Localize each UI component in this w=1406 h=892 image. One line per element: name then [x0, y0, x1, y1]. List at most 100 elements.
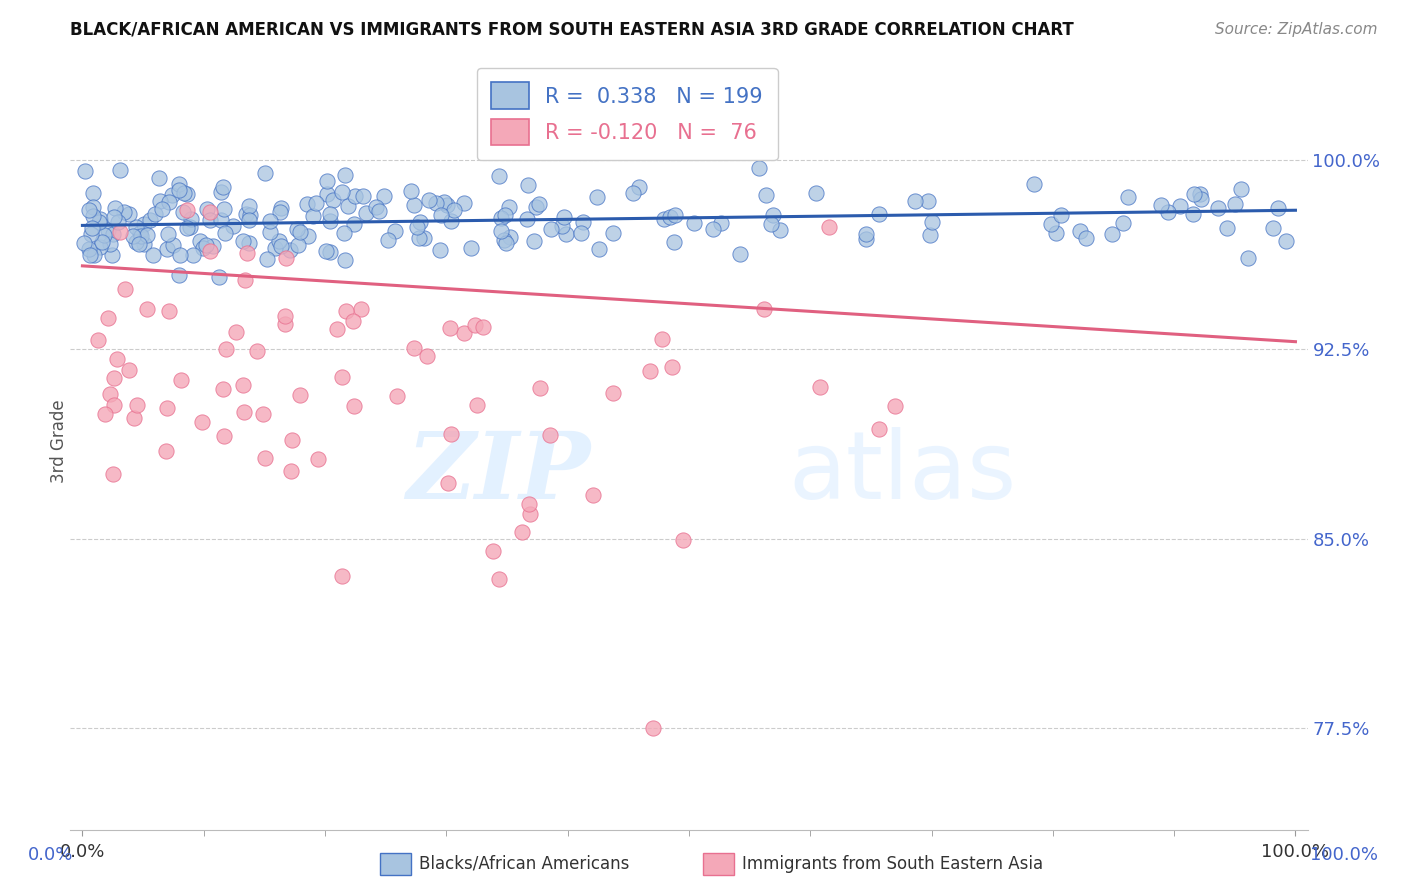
Point: [157, 304, 180, 318]
Point: [79, 242, 101, 256]
Point: [97, 223, 120, 237]
Point: [471, 319, 494, 334]
Point: [156, 401, 179, 416]
Point: [1157, 205, 1180, 219]
Point: [652, 212, 675, 227]
Point: [315, 186, 337, 201]
Point: [128, 236, 150, 251]
Point: [122, 410, 145, 425]
Point: [112, 205, 135, 219]
Point: [125, 235, 148, 250]
Y-axis label: 3rd Grade: 3rd Grade: [51, 400, 67, 483]
Point: [1225, 197, 1247, 211]
Point: [352, 189, 374, 203]
Point: [173, 186, 195, 200]
Point: [527, 197, 550, 211]
Point: [288, 387, 311, 401]
Point: [1182, 187, 1205, 202]
Point: [342, 314, 364, 328]
Point: [1076, 231, 1098, 245]
Point: [108, 162, 131, 177]
Point: [1216, 221, 1239, 235]
Point: [82, 209, 104, 223]
Text: ZIP: ZIP: [406, 427, 591, 517]
Point: [465, 398, 488, 412]
Point: [517, 178, 540, 192]
Point: [98, 236, 121, 251]
Point: [425, 195, 447, 210]
Point: [572, 215, 595, 229]
Point: [274, 318, 297, 332]
Point: [118, 363, 141, 377]
Point: [149, 194, 172, 208]
Point: [343, 217, 366, 231]
Point: [602, 226, 624, 240]
FancyBboxPatch shape: [703, 853, 734, 875]
Point: [107, 215, 129, 229]
Point: [569, 226, 592, 240]
Point: [762, 208, 785, 222]
Point: [918, 228, 941, 243]
Point: [406, 219, 429, 234]
Point: [87, 215, 110, 229]
Point: [1261, 221, 1284, 235]
Point: [89, 212, 111, 227]
Point: [460, 241, 482, 255]
Point: [412, 231, 434, 245]
Point: [1040, 217, 1063, 231]
Point: [139, 212, 162, 227]
Point: [752, 302, 775, 317]
Point: [201, 239, 224, 253]
Point: [429, 243, 451, 257]
Point: [335, 303, 357, 318]
Point: [523, 234, 546, 248]
Point: [482, 544, 505, 558]
Point: [94, 407, 117, 421]
Point: [436, 476, 458, 491]
Point: [364, 200, 387, 214]
Point: [330, 568, 353, 582]
Point: [664, 208, 686, 222]
Point: [191, 415, 214, 429]
Point: [440, 427, 463, 442]
Point: [259, 225, 281, 239]
Point: [855, 227, 877, 242]
Point: [769, 223, 792, 237]
Point: [1101, 227, 1123, 241]
Point: [443, 202, 465, 217]
Point: [672, 533, 695, 547]
Point: [728, 247, 751, 261]
Point: [904, 194, 927, 208]
Point: [651, 332, 673, 346]
Point: [288, 225, 311, 239]
Point: [169, 373, 191, 387]
Point: [103, 211, 125, 225]
Point: [538, 428, 561, 442]
Point: [1112, 216, 1135, 230]
Point: [494, 233, 516, 247]
Point: [150, 202, 173, 216]
Point: [252, 407, 274, 421]
Point: [134, 217, 156, 231]
Point: [373, 188, 395, 202]
Point: [917, 194, 939, 209]
Text: 0.0%: 0.0%: [28, 847, 73, 864]
Point: [287, 238, 309, 252]
Point: [101, 248, 124, 262]
Point: [404, 341, 426, 355]
Point: [318, 207, 340, 221]
Point: [148, 170, 170, 185]
Point: [79, 202, 101, 217]
Point: [108, 225, 131, 239]
Point: [335, 169, 357, 183]
Point: [662, 235, 685, 249]
Point: [702, 222, 724, 236]
Point: [238, 235, 260, 250]
Point: [239, 208, 262, 222]
Point: [80, 227, 103, 242]
Point: [1230, 182, 1253, 196]
Point: [97, 310, 120, 325]
Point: [755, 188, 778, 202]
Point: [280, 465, 302, 479]
Point: [436, 198, 458, 212]
